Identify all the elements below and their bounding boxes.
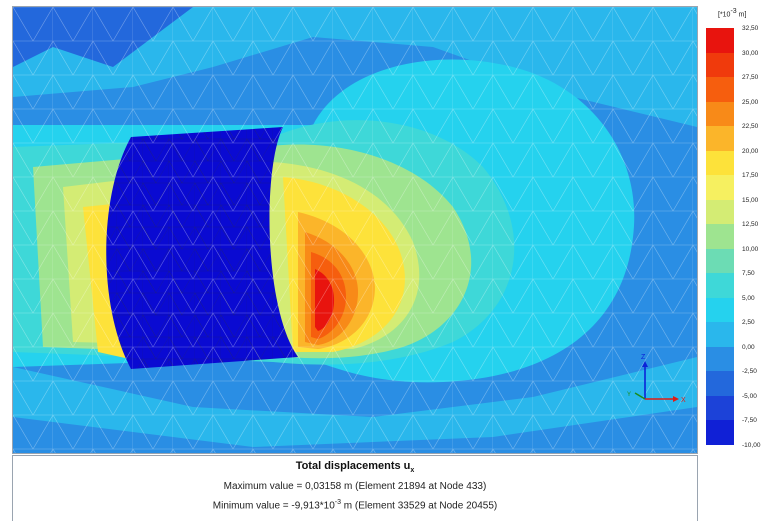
- legend-color-swatch: [706, 297, 734, 322]
- legend-value-label: 0,00: [742, 343, 755, 351]
- maximum-value-text: Maximum value = 0,03158 m (Element 21894…: [223, 481, 487, 493]
- legend-value-label: 20,00: [742, 147, 759, 155]
- legend-value-label: 5,00: [742, 294, 755, 302]
- legend-value-label: -7,50: [742, 417, 757, 424]
- legend-value-label: 15,00: [742, 196, 759, 204]
- legend-color-swatch: [706, 28, 734, 53]
- legend-color-swatch: [706, 52, 734, 77]
- legend-color-swatch: [706, 273, 734, 298]
- legend-color-swatch: [706, 199, 734, 224]
- legend-value-label: 25,00: [742, 98, 759, 106]
- displacement-contour-plot: Z X Y: [13, 7, 697, 453]
- color-legend: [*10-3 m] 32,50 30,00 27,50 25,00 22,50 20,00…: [700, 6, 775, 452]
- legend-value-label: 30,00: [742, 49, 759, 57]
- axis-z-label: Z: [641, 354, 646, 361]
- axis-triad: Z X Y: [627, 354, 686, 404]
- result-title: Total displacements ux: [295, 460, 415, 475]
- legend-value-label: 10,00: [742, 245, 759, 253]
- legend-color-swatch: [706, 346, 734, 371]
- legend-value-label: -2,50: [742, 368, 757, 375]
- legend-color-swatch: [706, 126, 734, 151]
- axis-x-label: X: [681, 397, 686, 404]
- legend-color-swatch: [706, 101, 734, 126]
- legend-value-label: -10,00: [742, 441, 761, 449]
- legend-color-swatch: [706, 322, 734, 347]
- legend-value-label: 27,50: [742, 74, 759, 81]
- legend-color-swatch: [706, 224, 734, 249]
- legend-value-label: 22,50: [742, 123, 759, 130]
- legend-unit: [*10-3 m]: [718, 8, 747, 19]
- legend-color-swatch: [706, 395, 734, 420]
- minimum-value-text: Minimum value = -9,913*10-3 m (Element 3…: [212, 499, 498, 512]
- legend-value-label: 17,50: [742, 172, 759, 179]
- legend-value-label: 12,50: [742, 221, 759, 228]
- legend-color-swatch: [706, 175, 734, 200]
- legend-value-label: -5,00: [742, 392, 757, 400]
- mesh-overlay: [13, 7, 697, 453]
- legend-color-swatch: [706, 77, 734, 102]
- legend-color-swatch: [706, 248, 734, 273]
- legend-value-label: 7,50: [742, 270, 755, 277]
- legend-value-label: 32,50: [742, 25, 759, 32]
- legend-color-swatch: [706, 371, 734, 396]
- legend-color-swatch: [706, 420, 734, 445]
- axis-y-label: Y: [627, 392, 631, 398]
- legend-color-swatch: [706, 150, 734, 175]
- legend-value-label: 2,50: [742, 319, 755, 326]
- model-viewport[interactable]: Z X Y: [12, 6, 698, 454]
- result-info-panel: Total displacements ux Maximum value = 0…: [12, 455, 698, 521]
